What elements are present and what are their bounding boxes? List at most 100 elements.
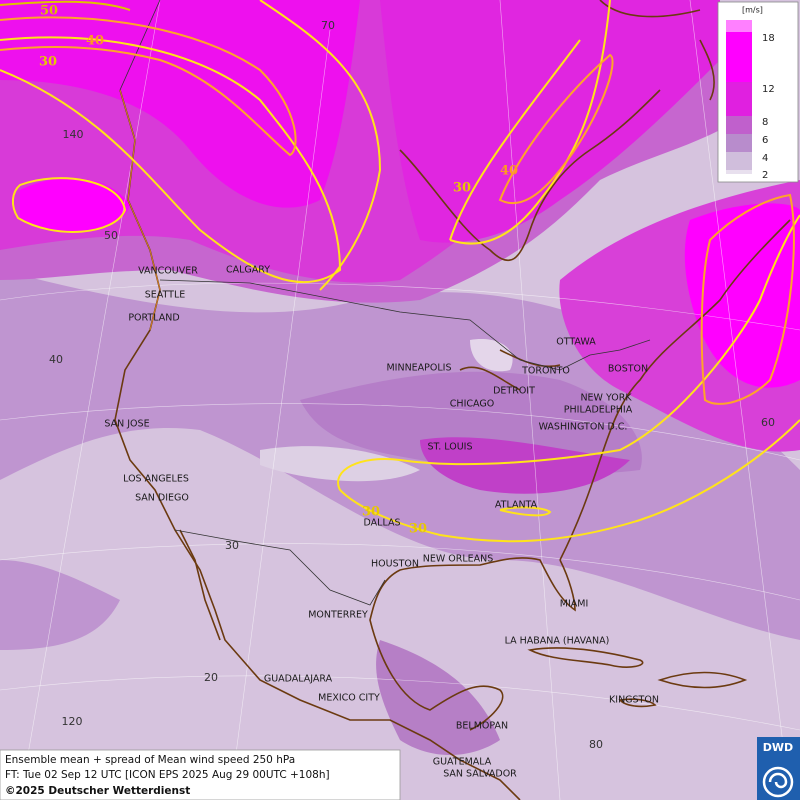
contour-label: 40 (86, 34, 104, 49)
logo-text: DWD (763, 741, 793, 754)
contour-label: 30 (362, 505, 380, 520)
city-label: TORONTO (521, 366, 570, 377)
legend-swatch (726, 170, 752, 174)
contour (499, 506, 552, 517)
coastline (369, 557, 576, 731)
legend-swatch (726, 152, 752, 170)
coastlines (114, 0, 791, 800)
city-label: ST. LOUIS (428, 442, 473, 453)
coastline (527, 647, 748, 708)
legend-swatch (726, 134, 752, 152)
contours (0, 0, 800, 543)
city-label: SEATTLE (145, 290, 186, 301)
coastline (399, 89, 661, 262)
city-label: CALGARY (226, 265, 270, 276)
footer-line: FT: Tue 02 Sep 12 UTC [ICON EPS 2025 Aug… (5, 769, 330, 781)
city-label: OTTAWA (556, 337, 596, 348)
grid-label: 60 (761, 416, 775, 429)
legend-swatch (726, 32, 752, 82)
city-label: NEW YORK (580, 393, 632, 404)
grid-line (0, 282, 800, 331)
legend-swatch (726, 116, 752, 134)
grid-label: 70 (321, 19, 335, 32)
footer: Ensemble mean + spread of Mean wind spee… (0, 749, 401, 800)
footer-line: Ensemble mean + spread of Mean wind spee… (5, 754, 295, 766)
legend-tick: 12 (762, 84, 775, 95)
contour (449, 0, 611, 245)
legend-tick: 4 (762, 153, 768, 164)
city-label: BELMOPAN (456, 721, 508, 732)
city-label: MIAMI (560, 599, 589, 610)
contour (0, 16, 297, 157)
lakes (459, 349, 561, 391)
grid-line (0, 543, 800, 601)
coastline (179, 529, 221, 641)
city-label: DALLAS (364, 518, 401, 529)
legend-tick: 6 (762, 135, 768, 146)
grid-label: 80 (589, 738, 603, 751)
contour-label: 30 (453, 181, 471, 196)
coastline (559, 219, 791, 561)
city-label: LA HABANA (HAVANA) (505, 636, 610, 647)
city-label: CHICAGO (450, 399, 494, 410)
grid-label: 20 (204, 671, 218, 684)
border (174, 529, 386, 606)
contour (0, 36, 342, 284)
city-label: SAN SALVADOR (443, 769, 517, 780)
city-label: KINGSTON (609, 695, 659, 706)
grid-line (19, 0, 161, 800)
city-label: PORTLAND (128, 313, 179, 324)
contour (259, 0, 382, 291)
legend-tick: 2 (762, 170, 768, 181)
contour-label: 30 (39, 55, 57, 70)
grid-label: 50 (104, 229, 118, 242)
grid-label: 140 (63, 128, 84, 141)
legend-swatch (726, 82, 752, 116)
coastline (599, 0, 715, 101)
grid-line (229, 29, 331, 800)
city-label: SAN JOSE (104, 419, 149, 430)
footer-line: ©2025 Deutscher Wetterdienst (5, 785, 190, 797)
city-label: MINNEAPOLIS (386, 363, 451, 374)
city-label: PHILADELPHIA (564, 405, 633, 416)
cities: VANCOUVER CALGARY SEATTLE PORTLAND MINNE… (104, 265, 659, 780)
contour (337, 214, 800, 543)
contour-labels: 50 40 30 30 40 30 30 (39, 4, 518, 537)
legend-tick: 18 (762, 33, 775, 44)
contour-label: 50 (40, 4, 58, 19)
city-label: MONTERREY (308, 610, 368, 621)
contour-label: 30 (409, 522, 427, 537)
contour (700, 193, 795, 405)
grid-labels: 70 140 50 40 60 30 20 120 80 (49, 19, 775, 751)
contour (498, 53, 614, 205)
logo-symbol (762, 766, 794, 798)
legend-swatch (726, 20, 752, 32)
city-label: BOSTON (608, 364, 648, 375)
grid-line (0, 675, 800, 731)
grid-line (0, 403, 800, 461)
city-label: MEXICO CITY (318, 693, 380, 704)
legend: [m/s] 18 12 8 6 4 2 (717, 1, 799, 183)
contour (12, 177, 127, 233)
city-label: GUATEMALA (433, 757, 492, 768)
contour-label: 40 (500, 164, 518, 179)
grid-label: 40 (49, 353, 63, 366)
city-label: LOS ANGELES (123, 474, 189, 485)
border (119, 0, 161, 91)
coastline (119, 89, 161, 331)
city-label: ATLANTA (495, 500, 538, 511)
logo: DWD (757, 737, 800, 800)
border (159, 279, 651, 371)
wind-field (0, 0, 800, 755)
footer-box (0, 749, 401, 800)
city-label: SAN DIEGO (135, 493, 189, 504)
city-label: NEW ORLEANS (423, 554, 494, 565)
city-label: DETROIT (493, 386, 535, 397)
city-label: VANCOUVER (138, 266, 198, 277)
contour (0, 0, 131, 11)
city-label: HOUSTON (371, 559, 419, 570)
legend-unit: [m/s] (742, 6, 763, 15)
city-label: GUADALAJARA (264, 674, 333, 685)
